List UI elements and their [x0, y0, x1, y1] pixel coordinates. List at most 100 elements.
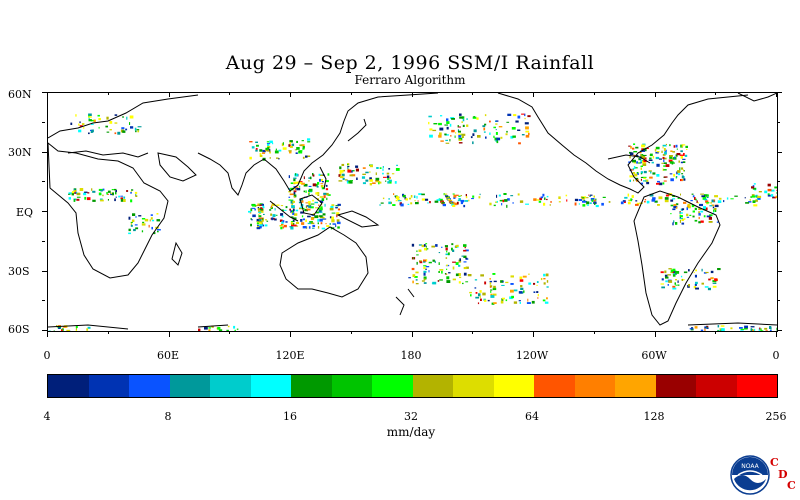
rainfall-pixel — [289, 140, 293, 143]
rainfall-pixel — [681, 175, 684, 179]
rainfall-pixel — [537, 297, 539, 299]
rainfall-pixel — [758, 191, 762, 193]
rainfall-pixel — [679, 214, 681, 216]
rainfall-pixel — [465, 194, 467, 197]
rainfall-pixel — [730, 198, 734, 200]
rainfall-pixel — [107, 199, 109, 201]
colorbar-segment — [534, 375, 575, 397]
rainfall-pixel — [479, 290, 482, 293]
rainfall-pixel — [317, 218, 319, 222]
rainfall-pixel — [130, 191, 132, 193]
rainfall-pixel — [752, 185, 755, 188]
rainfall-pixel — [495, 201, 498, 203]
rainfall-pixel — [267, 149, 270, 152]
rainfall-pixel — [307, 138, 311, 141]
rainfall-pixel — [307, 215, 311, 218]
rainfall-pixel — [498, 126, 503, 128]
colorbar-segment — [412, 375, 453, 397]
rainfall-pixel — [258, 214, 260, 216]
rainfall-pixel — [765, 330, 768, 331]
rainfall-pixel — [157, 229, 161, 231]
lon-label-0-east: 0 — [772, 349, 780, 362]
rainfall-pixel — [675, 279, 677, 281]
rainfall-pixel — [682, 144, 686, 146]
axis-tick — [168, 331, 170, 337]
rainfall-pixel — [414, 276, 418, 278]
rainfall-pixel — [435, 244, 438, 247]
rainfall-pixel — [523, 290, 525, 293]
rainfall-pixel — [388, 179, 392, 182]
rainfall-pixel — [258, 211, 262, 213]
rainfall-pixel — [257, 207, 260, 209]
rainfall-pixel — [510, 283, 514, 285]
rainfall-pixel — [416, 261, 418, 265]
rainfall-pixel — [307, 192, 309, 194]
rainfall-pixel — [410, 202, 413, 205]
rainfall-pixel — [293, 181, 297, 184]
rainfall-pixel — [483, 127, 486, 131]
rainfall-pixel — [466, 118, 468, 120]
rainfall-pixel — [270, 213, 273, 216]
rainfall-pixel — [635, 146, 639, 149]
rainfall-pixel — [678, 160, 680, 163]
rainfall-pixel — [589, 194, 593, 196]
rainfall-pixel — [121, 127, 125, 130]
rainfall-pixel — [500, 136, 503, 139]
rainfall-pixel — [489, 120, 491, 123]
rainfall-pixel — [83, 192, 87, 196]
rainfall-pixel — [468, 199, 470, 202]
rainfall-pixel — [578, 203, 580, 205]
rainfall-pixel — [463, 272, 467, 276]
rainfall-pixel — [502, 297, 505, 300]
rainfall-pixel — [446, 280, 451, 283]
rainfall-pixel — [681, 208, 685, 210]
rainfall-pixel — [115, 190, 117, 193]
rainfall-pixel — [391, 173, 395, 175]
rainfall-pixel — [640, 167, 642, 170]
rainfall-pixel — [452, 261, 456, 263]
rainfall-pixel — [658, 158, 662, 160]
rainfall-pixel — [635, 200, 638, 202]
rainfall-pixel — [288, 175, 290, 179]
rainfall-pixel — [648, 170, 652, 172]
lat-label-eq: EQ — [16, 206, 34, 219]
rainfall-pixel — [452, 193, 455, 195]
rainfall-pixel — [455, 273, 459, 277]
rainfall-pixel — [451, 118, 455, 120]
rainfall-pixel — [331, 219, 335, 223]
rainfall-pixel — [490, 295, 495, 298]
axis-tick — [777, 92, 782, 93]
rainfall-pixel — [445, 139, 448, 141]
rainfall-pixel — [425, 266, 430, 268]
rainfall-pixel — [257, 224, 259, 227]
rainfall-pixel — [438, 252, 441, 254]
rainfall-pixel — [676, 148, 678, 150]
rainfall-pixel — [135, 130, 137, 133]
rainfall-pixel — [482, 292, 486, 296]
rainfall-pixel — [713, 212, 715, 214]
rainfall-pixel — [665, 143, 667, 146]
axis-tick — [472, 92, 474, 95]
rainfall-pixel — [717, 325, 720, 328]
rainfall-pixel — [445, 195, 449, 198]
rainfall-pixel — [383, 176, 387, 178]
rainfall-pixel — [601, 202, 604, 206]
rainfall-pixel — [389, 181, 392, 184]
rainfall-pixel — [464, 200, 469, 202]
rainfall-pixel — [452, 266, 455, 270]
rainfall-pixel — [265, 150, 269, 152]
rainfall-pixel — [518, 300, 521, 302]
rainfall-pixel — [387, 178, 390, 180]
rainfall-pixel — [302, 156, 305, 159]
rainfall-pixel — [90, 129, 92, 131]
rainfall-pixel — [703, 198, 708, 201]
axis-tick — [472, 331, 474, 334]
rainfall-pixel — [770, 194, 774, 197]
rainfall-pixel — [754, 328, 756, 331]
rainfall-pixel — [750, 329, 755, 331]
rainfall-pixel — [750, 326, 755, 328]
rainfall-pixel — [423, 259, 427, 262]
rainfall-pixel — [489, 280, 493, 283]
rainfall-pixel — [475, 292, 478, 294]
rainfall-pixel — [591, 199, 594, 202]
